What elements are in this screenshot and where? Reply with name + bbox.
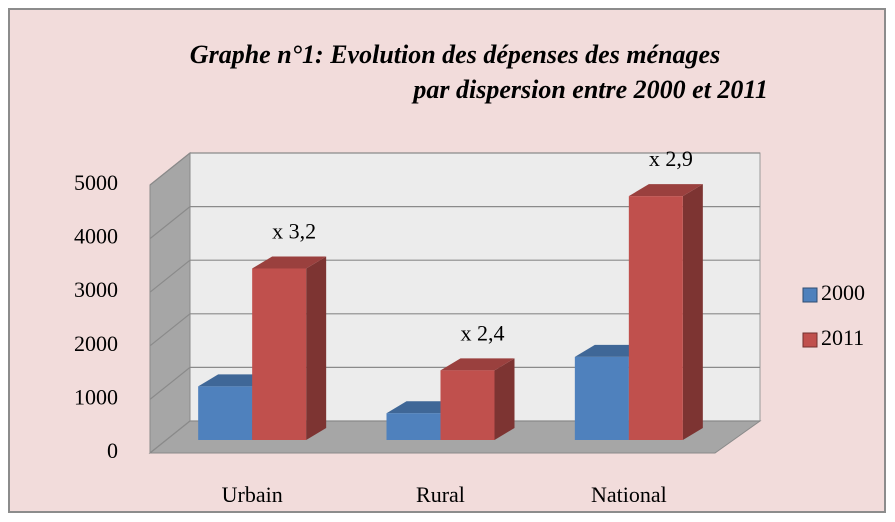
legend-label: 2000 (821, 280, 865, 305)
chart-title: par dispersion entre 2000 et 2011 (411, 75, 768, 104)
legend-label: 2011 (821, 325, 864, 350)
bar (386, 413, 441, 440)
bar-side (306, 256, 327, 440)
annotation: x 3,2 (272, 219, 316, 244)
bar-top (252, 256, 327, 269)
grid-line (149, 420, 760, 454)
x-tick-label: Urbain (222, 482, 283, 507)
bar (628, 196, 683, 440)
y-tick-label: 5000 (74, 170, 118, 195)
grid-line (149, 366, 760, 400)
y-tick-label: 4000 (74, 224, 118, 249)
grid-line (149, 313, 760, 347)
annotation: x 2,9 (649, 146, 693, 171)
annotation: x 2,4 (461, 320, 505, 345)
side-wall (149, 151, 191, 455)
y-tick-label: 0 (107, 438, 118, 463)
bar-top (440, 358, 515, 371)
y-tick-label: 3000 (74, 277, 118, 302)
legend-swatch (802, 332, 818, 348)
bar-side (494, 358, 515, 440)
grid-line (149, 206, 760, 240)
bar (574, 356, 629, 440)
x-tick-label: National (591, 482, 667, 507)
chart-title: Graphe n°1: Evolution des dépenses des m… (190, 40, 720, 69)
bar-top (628, 184, 703, 197)
bar (252, 268, 307, 440)
grid-line (149, 152, 760, 186)
bar (198, 386, 253, 440)
bar-side (682, 184, 703, 440)
legend-swatch (802, 287, 818, 303)
y-tick-label: 1000 (74, 384, 118, 409)
grid-line (149, 259, 760, 293)
bar (440, 370, 495, 440)
y-tick-label: 2000 (74, 331, 118, 356)
x-tick-label: Rural (416, 482, 465, 507)
